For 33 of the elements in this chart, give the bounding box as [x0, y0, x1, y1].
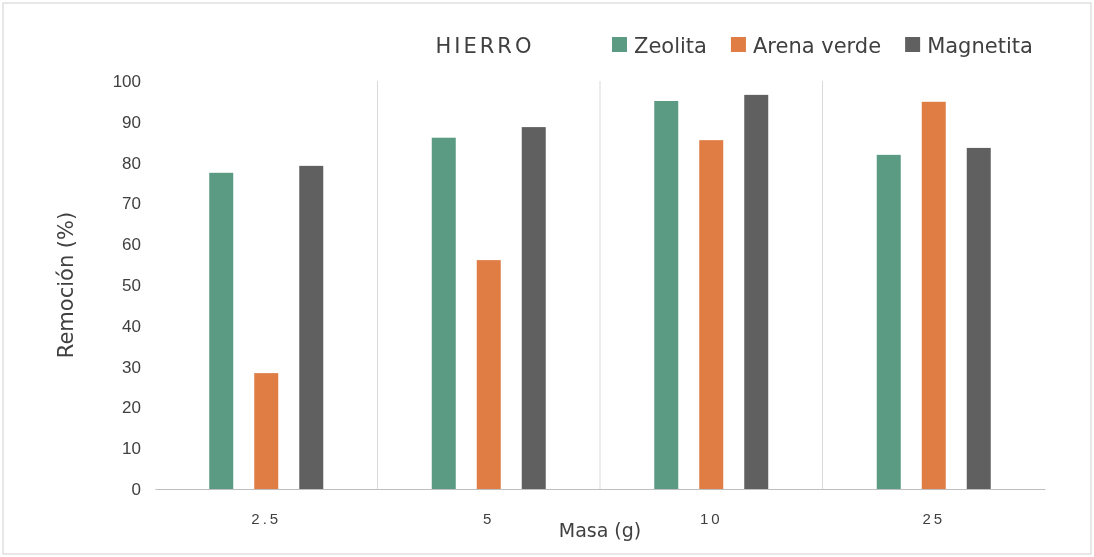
y-tick-label: 20 [122, 398, 141, 418]
bar [254, 373, 279, 489]
bar [744, 94, 769, 489]
bar [209, 172, 234, 489]
bar [699, 140, 724, 489]
bar [921, 101, 946, 489]
bar [876, 154, 901, 489]
y-tick-label: 70 [122, 194, 141, 214]
bar [521, 127, 546, 489]
x-tick-label: 10 [699, 509, 723, 527]
x-tick-label: 2.5 [251, 509, 282, 527]
y-tick-label: 100 [112, 71, 141, 91]
y-tick-label: 50 [122, 275, 141, 295]
y-tick-label: 90 [122, 112, 141, 132]
bar [431, 137, 456, 489]
y-tick-label: 60 [122, 235, 141, 255]
bar [476, 260, 501, 489]
legend-label: Magnetita [927, 34, 1033, 58]
legend-label: Arena verde [752, 34, 882, 58]
y-tick-label: 0 [131, 479, 141, 499]
x-tick-label: 5 [483, 509, 495, 527]
bar [966, 147, 991, 489]
bar [654, 100, 679, 489]
legend-label: Zeolita [634, 34, 707, 58]
x-axis-title: Masa (g) [558, 519, 642, 541]
chart-title: HIERRO [435, 34, 535, 58]
y-tick-label: 30 [122, 357, 141, 377]
bar [299, 165, 324, 489]
x-tick-label: 25 [922, 509, 946, 527]
y-tick-label: 40 [122, 316, 141, 336]
y-tick-label: 10 [122, 439, 141, 459]
y-axis-title: Remoción (%) [54, 211, 78, 359]
y-tick-label: 80 [122, 153, 141, 173]
